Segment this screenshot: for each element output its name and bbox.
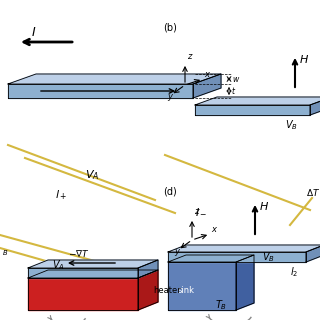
Polygon shape: [28, 278, 138, 310]
Text: heater: heater: [153, 286, 181, 295]
Text: H: H: [300, 55, 308, 65]
Polygon shape: [195, 105, 310, 115]
Text: $I_-$: $I_-$: [195, 207, 207, 217]
Polygon shape: [236, 255, 254, 310]
Polygon shape: [138, 270, 158, 310]
Text: z: z: [187, 52, 191, 61]
Text: x: x: [204, 70, 209, 79]
Text: $V_A$: $V_A$: [85, 168, 100, 182]
Polygon shape: [306, 245, 320, 262]
Polygon shape: [168, 252, 306, 262]
Text: y: y: [167, 92, 172, 101]
Polygon shape: [28, 260, 158, 268]
Text: w: w: [232, 75, 238, 84]
Text: $\Delta T$: $\Delta T$: [306, 187, 320, 198]
Polygon shape: [168, 262, 236, 310]
Text: $-\nabla T$: $-\nabla T$: [68, 248, 90, 259]
Text: $V_A$: $V_A$: [52, 258, 65, 272]
Polygon shape: [310, 97, 320, 115]
Polygon shape: [8, 74, 221, 84]
Text: (d): (d): [163, 187, 177, 197]
Text: sink: sink: [178, 286, 195, 295]
Text: (b): (b): [163, 22, 177, 32]
Polygon shape: [195, 97, 320, 105]
Text: $V_B$: $V_B$: [262, 250, 275, 264]
Text: t: t: [232, 86, 235, 95]
Text: $V_B$: $V_B$: [285, 118, 298, 132]
Text: x: x: [211, 225, 216, 234]
Text: $^B$: $^B$: [2, 250, 8, 260]
Text: $T_B$: $T_B$: [215, 298, 227, 312]
Polygon shape: [138, 260, 158, 278]
Polygon shape: [168, 255, 254, 262]
Text: $l_2$: $l_2$: [290, 265, 298, 279]
Text: H: H: [260, 202, 268, 212]
Polygon shape: [168, 245, 320, 252]
Text: y: y: [174, 247, 179, 256]
Polygon shape: [28, 270, 158, 278]
Polygon shape: [193, 74, 221, 98]
Polygon shape: [28, 268, 138, 278]
Text: I: I: [32, 26, 36, 39]
Text: z: z: [194, 207, 198, 216]
Text: $l_+$: $l_+$: [55, 188, 67, 202]
Polygon shape: [8, 84, 193, 98]
